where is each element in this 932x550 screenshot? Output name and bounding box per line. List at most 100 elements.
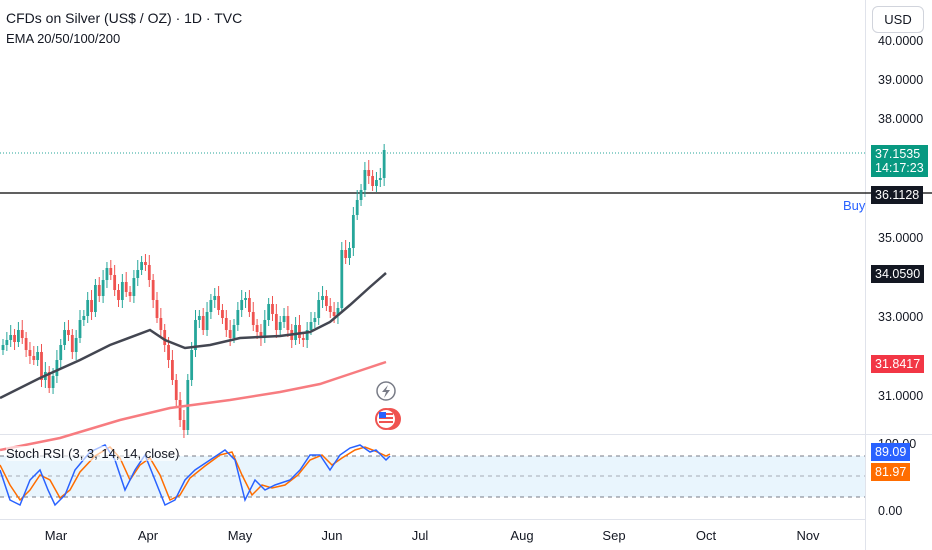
candle-body — [159, 318, 163, 330]
candle-body — [363, 170, 367, 190]
candle-body — [40, 352, 43, 380]
candle-body — [136, 270, 140, 278]
price-tick: 35.0000 — [878, 231, 923, 245]
time-label: May — [228, 528, 253, 543]
candle-body — [128, 292, 132, 296]
candle-body — [244, 298, 247, 300]
candle-body — [340, 250, 344, 308]
candle-body — [375, 180, 378, 186]
candle-body — [90, 300, 93, 312]
candle-body — [328, 306, 332, 312]
ema-black-tag: 34.0590 — [871, 265, 925, 283]
time-label: Mar — [45, 528, 68, 543]
candle-body — [286, 316, 290, 330]
candle-body — [167, 345, 170, 360]
candle-body — [70, 335, 74, 352]
candle-body — [271, 304, 274, 314]
candle-body — [9, 335, 13, 340]
candle-body — [67, 330, 70, 335]
candle-body — [278, 322, 282, 330]
candle-body — [309, 322, 313, 330]
candle-body — [274, 314, 278, 330]
candle-body — [171, 360, 174, 380]
stoch-rsi-label[interactable]: Stoch RSI (3, 3, 14, 14, close) — [6, 446, 180, 461]
candle-body — [55, 360, 59, 376]
candle-body — [20, 330, 24, 338]
candle-body — [371, 176, 374, 186]
candle-body — [24, 338, 28, 350]
time-label: Apr — [138, 528, 159, 543]
candle-body — [32, 356, 36, 360]
us-flag-icon[interactable] — [375, 408, 401, 430]
last-price-value: 37.1535 — [875, 147, 921, 161]
candle-body — [359, 190, 363, 200]
candle-body — [332, 312, 336, 316]
candle-body — [63, 330, 66, 345]
price-tick: 31.0000 — [878, 389, 923, 403]
candle-body — [36, 352, 40, 360]
price-tick: 39.0000 — [878, 73, 923, 87]
candle-body — [182, 420, 186, 430]
candle-body — [59, 345, 63, 360]
candle-body — [74, 338, 78, 352]
candle-body — [248, 298, 251, 312]
lightning-icon[interactable] — [376, 381, 396, 401]
candle-body — [305, 330, 309, 340]
candle-body — [51, 376, 55, 388]
rsi-k-tag: 89.09 — [871, 443, 911, 461]
candle-body — [325, 296, 328, 306]
price-tick: 38.0000 — [878, 112, 923, 126]
price-tick: 40.0000 — [878, 34, 923, 48]
ema-red-line — [0, 360, 387, 452]
candle-body — [47, 372, 51, 388]
currency-button[interactable]: USD — [872, 6, 924, 33]
time-label: Sep — [602, 528, 625, 543]
time-label: Aug — [510, 528, 533, 543]
symbol-title[interactable]: CFDs on Silver (US$ / OZ) · 1D · TVC — [6, 10, 243, 26]
candle-body — [113, 275, 117, 290]
candle-body — [205, 312, 209, 330]
candle-body — [378, 178, 382, 180]
candle-body — [317, 300, 321, 318]
candle-body — [194, 320, 197, 350]
candle-body — [82, 316, 86, 320]
time-label: Nov — [796, 528, 820, 543]
time-label: Jul — [412, 528, 429, 543]
candle-body — [240, 300, 244, 310]
candle-body — [124, 282, 128, 292]
candle-body — [120, 282, 124, 300]
ema-black-line — [0, 272, 387, 400]
candle-body — [294, 325, 297, 340]
candle-body — [78, 320, 82, 338]
candle-body — [190, 350, 194, 380]
candle-body — [259, 332, 263, 338]
candle-body — [336, 308, 340, 316]
candle-body — [221, 310, 224, 318]
candle-body — [132, 278, 136, 296]
candle-body — [178, 400, 182, 420]
candle-body — [255, 325, 259, 332]
rsi-d-line — [0, 446, 391, 502]
candle-body — [147, 265, 151, 280]
candle-body — [151, 280, 155, 300]
candle-body — [101, 280, 105, 296]
candle-body — [217, 296, 220, 310]
candle-body — [13, 335, 16, 342]
candle-body — [355, 200, 359, 215]
candle-body — [201, 316, 205, 330]
candle-body — [348, 248, 351, 258]
candle-body — [367, 170, 371, 176]
candle-body — [140, 262, 143, 270]
candle-body — [351, 215, 355, 248]
candle-body — [344, 250, 348, 258]
indicator-label[interactable]: EMA 20/50/100/200 — [6, 31, 121, 46]
horizontal-line-tag: 36.1128 — [871, 186, 924, 204]
candle-body — [224, 318, 228, 330]
candles-group — [1, 144, 386, 438]
candle-body — [301, 338, 305, 340]
candle-body — [1, 345, 5, 350]
time-label: Jun — [322, 528, 343, 543]
buy-label[interactable]: Buy — [843, 198, 866, 213]
candle-body — [228, 330, 232, 338]
